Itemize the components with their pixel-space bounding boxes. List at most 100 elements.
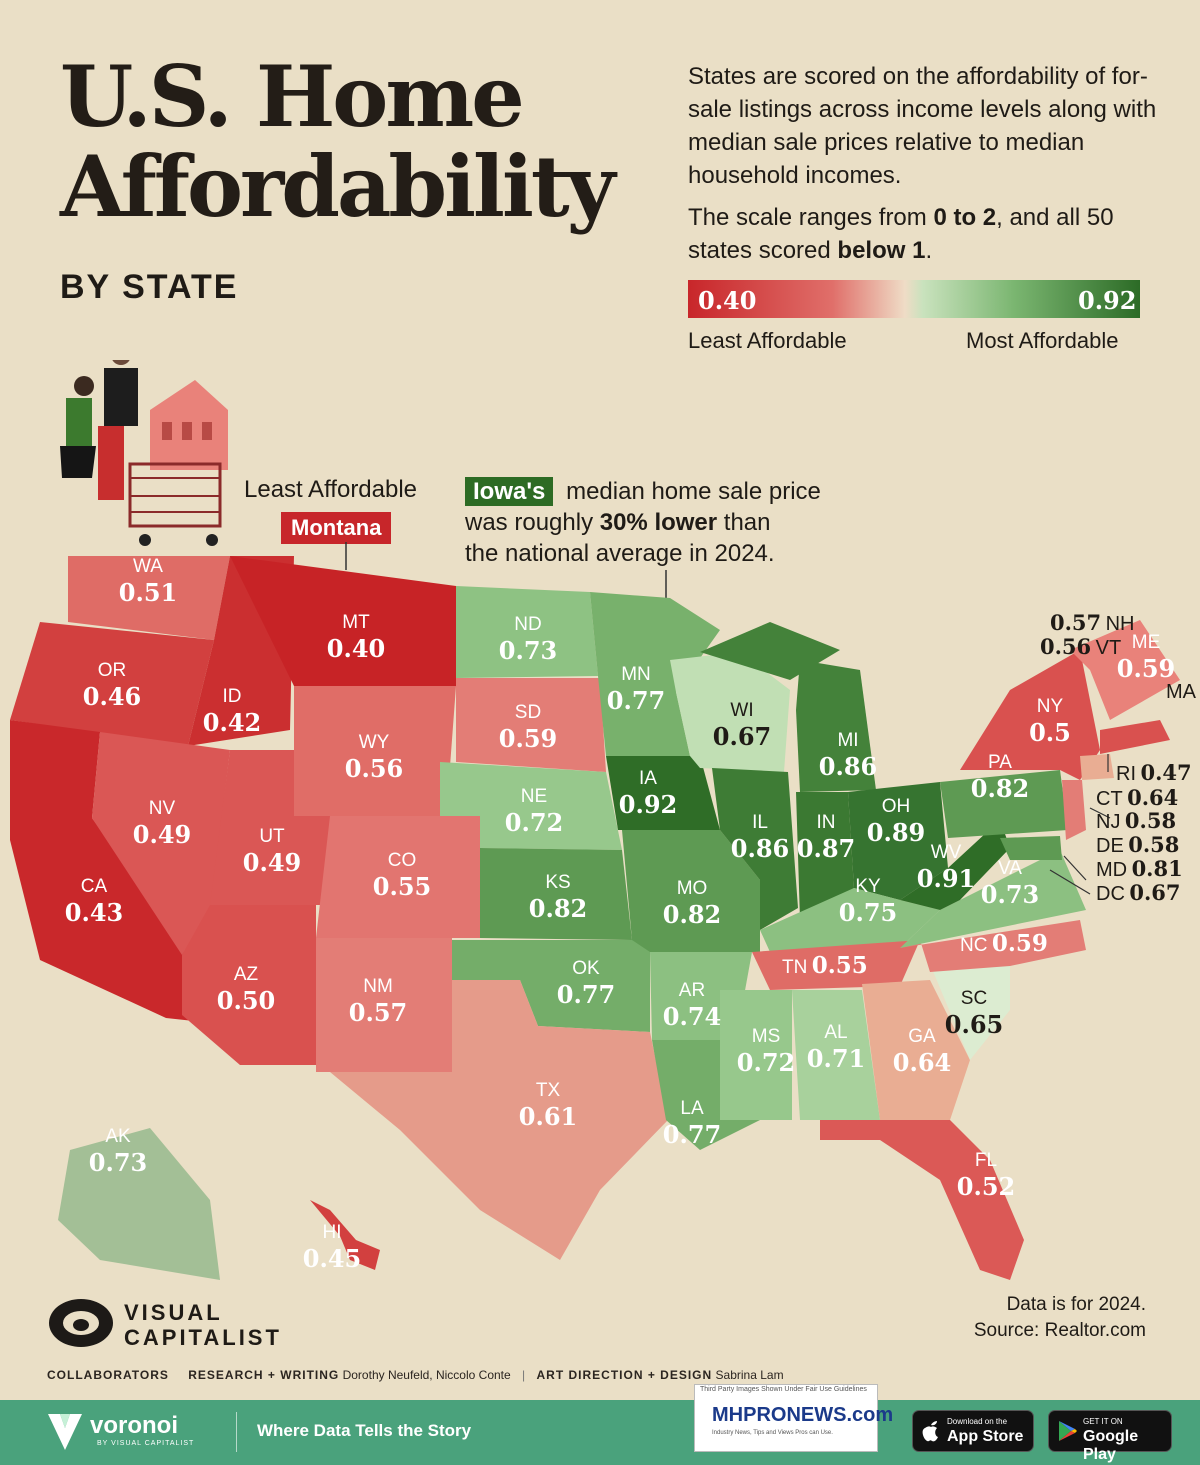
state-value-ks: 0.82 [528,894,588,923]
state-value-mo: 0.82 [662,900,722,929]
state-label-hi: HI 0.45 [292,1222,372,1273]
state-shape-nm [316,938,452,1072]
state-shape-ct [1080,754,1114,780]
state-abbr-ok: OK [572,958,600,979]
state-label-sc: SC 0.65 [934,988,1014,1039]
state-value-ny: 0.5 [1029,718,1071,747]
state-label-mt: MT 0.40 [316,612,396,663]
state-value-ri: 0.47 [1140,760,1192,785]
state-value-al: 0.71 [806,1044,866,1073]
state-value-ak: 0.73 [88,1148,148,1177]
state-shape-tn [752,940,920,990]
mh-sub: Industry News, Tips and Views Pros can U… [712,1430,833,1436]
state-shape-ut [210,750,330,905]
voronoi-wordmark[interactable]: voronoi [90,1412,178,1439]
state-abbr-nh: NH [1105,613,1135,635]
state-abbr-mo: MO [676,878,708,899]
state-abbr-wv: WV [930,842,962,863]
vc-line-1: VISUAL [124,1300,223,1325]
data-year: Data is for 2024. [1006,1294,1146,1315]
state-label-md: MD 0.81 [1096,856,1183,882]
state-abbr-ny: NY [1036,696,1064,717]
state-shape-sd [456,678,606,772]
state-abbr-pa: PA [988,752,1012,773]
state-label-nj: NJ 0.58 [1096,808,1176,834]
state-abbr-ne: NE [520,786,548,807]
state-abbr-mi: MI [837,730,859,751]
state-abbr-ms: MS [751,1026,781,1047]
state-abbr-nv: NV [148,798,176,819]
state-label-ca: CA 0.43 [54,876,134,927]
state-value-fl: 0.52 [956,1172,1016,1201]
state-label-va: VA 0.73 [970,858,1050,909]
state-label-mi: MI 0.86 [808,730,888,781]
vc-line-2: CAPITALIST [124,1325,282,1350]
state-value-dc: 0.67 [1129,880,1181,905]
state-abbr-nm: NM [363,976,393,997]
state-value-ne: 0.72 [504,808,564,837]
state-value-in: 0.87 [796,834,856,863]
state-shape-il [712,768,798,930]
title-line-1: U.S. Home [60,47,525,146]
state-value-co: 0.55 [372,872,432,901]
state-value-mn: 0.77 [606,686,666,715]
state-abbr-ma: MA [1166,681,1196,703]
state-shape-mt [230,556,456,686]
state-shape-or [10,622,214,746]
state-abbr-tx: TX [535,1080,561,1101]
state-abbr-nc: NC [960,935,988,956]
state-value-wa: 0.51 [118,578,178,607]
state-value-ky: 0.75 [838,898,898,927]
state-label-in: IN 0.87 [786,812,866,863]
state-abbr-il: IL [752,812,768,833]
state-abbr-wi: WI [730,700,754,721]
google-play-big: Google Play [1083,1428,1139,1463]
app-store-small: Download on the [947,1417,1008,1426]
state-abbr-ca: CA [80,876,108,897]
state-label-de: DE 0.58 [1096,832,1179,858]
state-shape-mi [796,660,876,792]
state-value-md: 0.81 [1131,856,1183,881]
map-title: U.S. Home Affordability [60,47,615,232]
state-shape-mn [590,592,720,756]
state-value-wv: 0.91 [916,864,976,893]
state-abbr-oh: OH [881,796,911,817]
state-abbr-mn: MN [621,664,651,685]
state-shape-nc [900,920,1086,972]
montana-tag: Montana [281,512,392,544]
state-shape-ne [440,762,622,850]
least-affordable-callout: Least Affordable [244,476,418,503]
iowa-line-2c: than [717,509,771,536]
state-value-wi: 0.67 [712,722,772,751]
state-abbr-co: CO [387,850,417,871]
us-map [10,360,1180,1280]
state-value-nd: 0.73 [498,636,558,665]
scale-note: The scale ranges from 0 to 2, and all 50… [688,201,1158,267]
iowa-line-2a: was roughly [465,509,600,536]
state-value-ar: 0.74 [662,1002,722,1031]
state-shape-co [316,816,480,938]
state-shape-hi [310,1200,380,1270]
visual-capitalist-logo-icon [49,1299,113,1347]
state-value-mt: 0.40 [326,634,386,663]
mh-notice: Third Party Images Shown Under Fair Use … [700,1386,867,1393]
state-abbr-wa: WA [133,556,163,577]
state-value-nj: 0.58 [1124,808,1177,833]
state-label-nm: NM 0.57 [338,976,418,1027]
state-label-pa: PA 0.82 [960,752,1040,803]
state-shape-tx [330,980,668,1260]
state-value-va: 0.73 [980,880,1040,909]
legend-max-value: 0.92 [1078,286,1137,315]
state-value-ga: 0.64 [892,1048,952,1077]
state-value-ia: 0.92 [618,790,678,819]
state-shape-mo [622,830,760,952]
state-value-tn: 0.55 [811,952,868,979]
state-value-ca: 0.43 [64,898,124,927]
state-label-dc: DC 0.67 [1096,880,1181,906]
google-play-button[interactable]: GET IT ON Google Play [1048,1410,1172,1463]
state-label-wi: WI 0.67 [702,700,782,751]
state-label-ut: UT 0.49 [232,826,312,877]
mhpronews-badge [694,1384,878,1452]
state-value-nm: 0.57 [348,998,408,1027]
app-store-button[interactable]: Download on the App Store [912,1410,1034,1452]
